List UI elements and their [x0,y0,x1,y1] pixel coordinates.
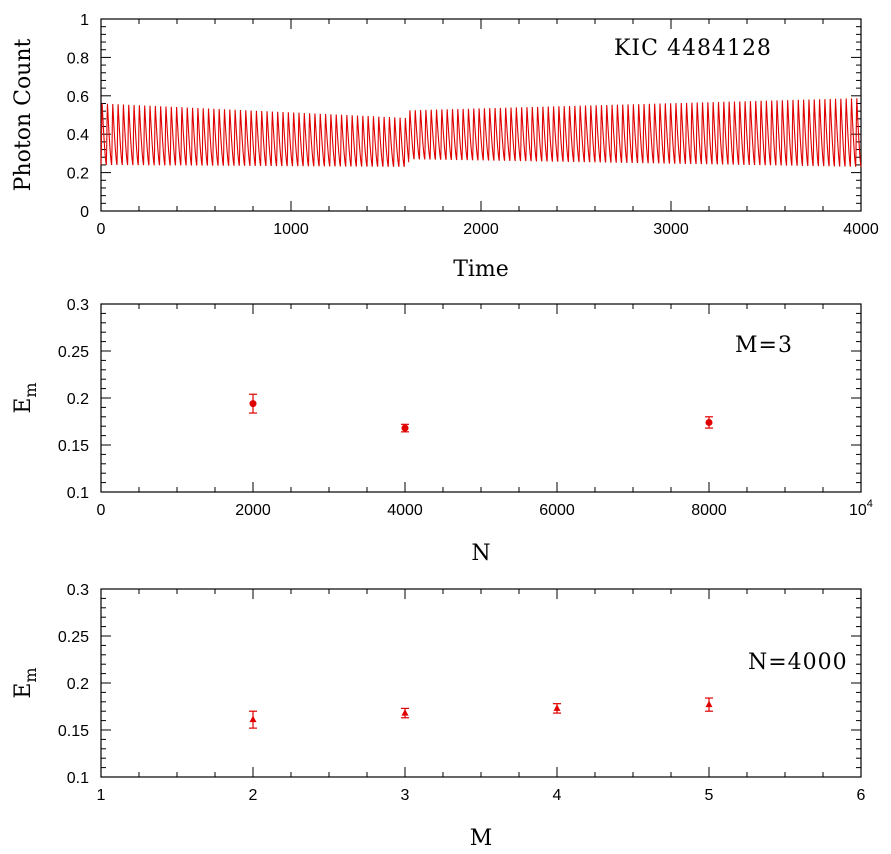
x-tick-label: 6000 [539,502,575,519]
x-tick-label: 4000 [843,221,879,238]
light-curve-segment-1 [100,103,410,167]
x-exponent-label: 104 [849,498,873,519]
data-point-marker [705,418,713,426]
x-tick-label: 8000 [691,502,727,519]
chart-annotation: KIC 4484128 [614,36,772,61]
chart-panel-2: 0 2000 4000 6000 8000 0.1 0.15 0.2 0.25 0.3 104 N Em… [11,297,873,566]
chart-annotation: N=4000 [748,650,848,675]
x-tick-label: 1 [97,787,106,804]
data-point-marker [401,424,409,432]
x-tick-label: 2000 [463,221,499,238]
x-tick-label: 2 [249,787,258,804]
x-axis-title: Time [453,257,509,282]
y-tick-label: 0.2 [67,166,89,183]
chart-panel-3: 1 2 3 4 5 6 0.1 0.15 0.2 0.25 0.3 M Em N=4000 [11,582,866,851]
chart-panel-1: 0 1000 2000 3000 4000 0 0.2 0.4 0.6 0.8 1 Time Photo… [11,12,879,282]
y-tick-label: 0.3 [67,297,89,314]
chart-annotation: M=3 [735,333,793,358]
x-tick-label: 0 [97,221,106,238]
y-axis-title: Photon Count [11,38,36,191]
data-point-marker [249,715,257,723]
data-point-marker [705,700,713,708]
data-point-marker [553,704,561,711]
y-tick-label: 0 [80,204,89,221]
y-tick-label: 0.2 [67,676,89,693]
y-tick-label: 0.25 [58,344,89,361]
y-tick-label: 0.25 [58,629,89,646]
x-tick-label: 3 [401,787,410,804]
y-axis-title-subscript: m [21,667,40,682]
data-point-marker [249,400,257,408]
y-tick-label: 0.4 [67,127,89,144]
x-tick-label: 5 [705,787,714,804]
y-axis-title-subscript: m [21,382,40,397]
y-axis-title: Em [11,667,40,698]
y-tick-label: 0.3 [67,582,89,599]
x-tick-label: 4000 [387,502,423,519]
x-tick-label: 6 [857,787,866,804]
x-tick-label: 4 [553,787,562,804]
x-axis-title: N [471,541,490,566]
light-curve-segment-2 [408,98,862,167]
x-axis-title: M [470,826,493,851]
y-tick-label: 0.15 [58,438,89,455]
y-tick-label: 0.2 [67,391,89,408]
y-tick-label: 0.1 [67,770,89,787]
y-tick-label: 0.6 [67,89,89,106]
x-tick-label: 1000 [273,221,309,238]
x-exponent-power: 4 [867,498,873,510]
x-tick-label: 3000 [653,221,689,238]
y-tick-label: 1 [80,12,89,29]
y-tick-label: 0.1 [67,485,89,502]
y-tick-label: 0.8 [67,50,89,67]
y-axis-title: Em [11,382,40,413]
x-tick-label: 2000 [235,502,271,519]
data-point-marker [401,709,409,716]
y-tick-label: 0.15 [58,723,89,740]
plot-frame [100,588,862,778]
x-tick-label: 0 [97,502,106,519]
